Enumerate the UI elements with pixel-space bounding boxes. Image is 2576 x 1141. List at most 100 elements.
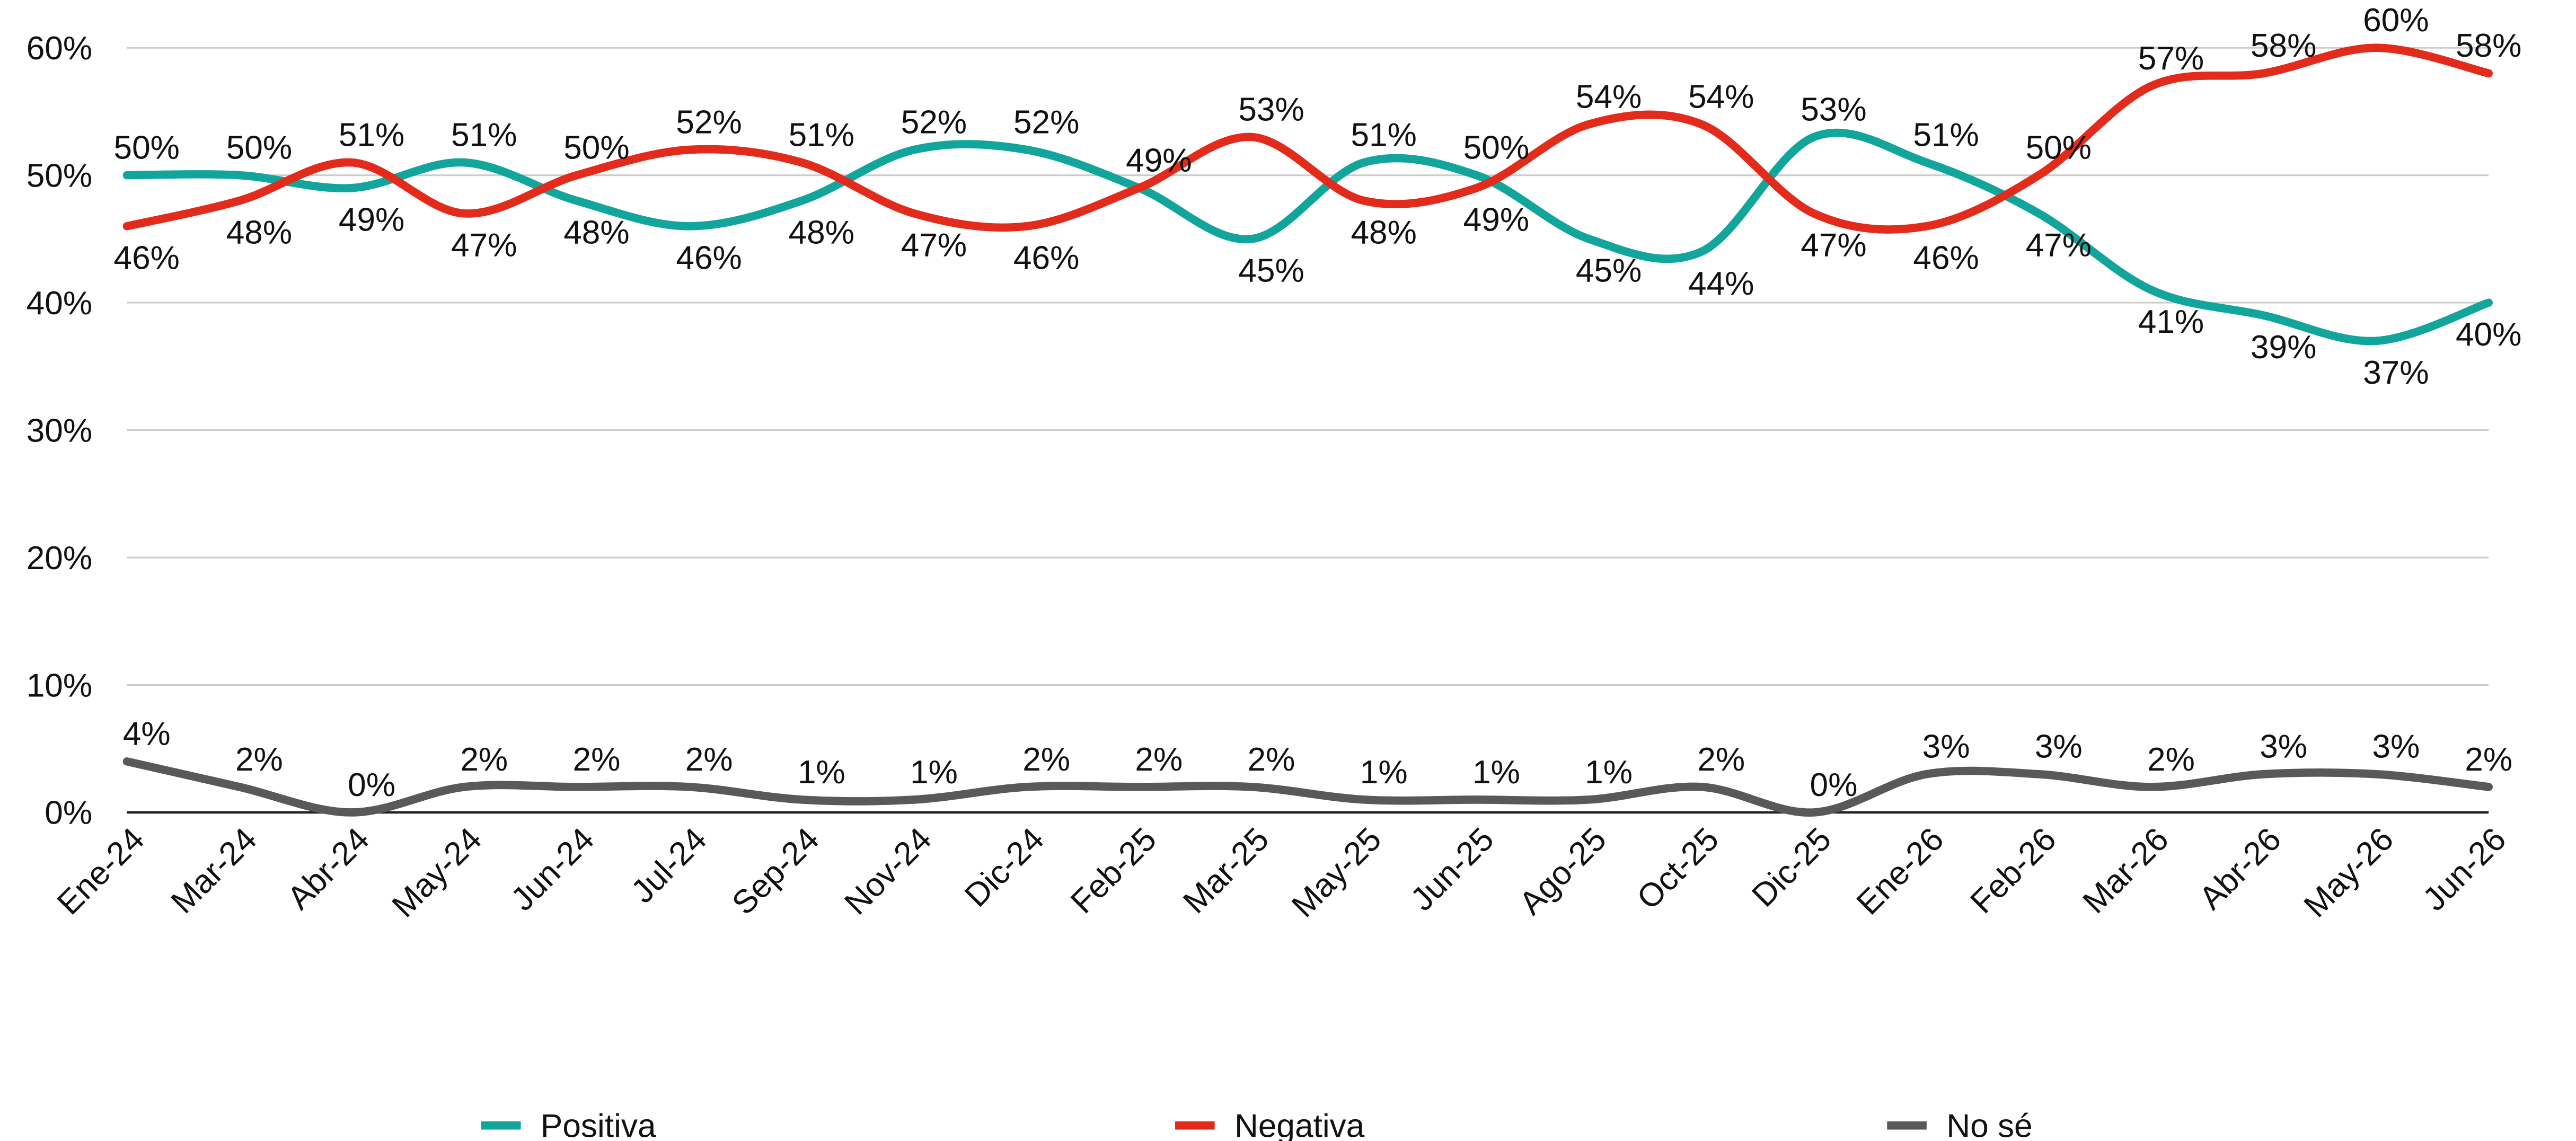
data-label: 47% bbox=[451, 227, 517, 264]
x-tick-label: Ago-25 bbox=[1512, 821, 1613, 922]
x-tick-label: Jun-25 bbox=[1404, 821, 1501, 918]
data-label: 46% bbox=[676, 240, 742, 277]
x-tick-label: Mar-25 bbox=[1176, 821, 1276, 921]
data-label: 52% bbox=[901, 104, 967, 140]
data-label: 50% bbox=[563, 130, 629, 166]
data-label: 3% bbox=[1922, 729, 1970, 765]
data-label: 44% bbox=[1688, 266, 1754, 302]
line-series bbox=[122, 757, 2493, 817]
x-tick-label: Nov-24 bbox=[837, 821, 939, 922]
data-label: 41% bbox=[2138, 304, 2204, 340]
data-label: 2% bbox=[685, 741, 733, 778]
data-label: 49% bbox=[1126, 143, 1192, 179]
x-tick-label: Jun-24 bbox=[504, 821, 601, 918]
legend-label: No sé bbox=[1946, 1108, 2032, 1141]
x-tick-label: Feb-25 bbox=[1064, 821, 1163, 921]
data-label: 1% bbox=[910, 754, 958, 791]
data-label: 2% bbox=[1135, 741, 1183, 778]
data-label: 51% bbox=[1351, 117, 1416, 154]
x-tick-label: Abr-24 bbox=[280, 821, 376, 917]
data-label: 48% bbox=[789, 215, 854, 251]
data-label: 51% bbox=[1913, 117, 1979, 154]
data-label: 46% bbox=[1013, 240, 1079, 277]
y-tick-label: 40% bbox=[27, 285, 92, 322]
data-label: 52% bbox=[1013, 104, 1079, 140]
data-label: 54% bbox=[1576, 78, 1642, 115]
data-label: 47% bbox=[2026, 227, 2092, 264]
line-series bbox=[122, 43, 2493, 234]
data-label: 1% bbox=[1360, 754, 1408, 791]
data-label: 1% bbox=[798, 754, 845, 791]
data-label: 45% bbox=[1576, 253, 1642, 289]
x-tick-label: Oct-25 bbox=[1630, 821, 1726, 917]
x-tick-label: Jul-24 bbox=[624, 821, 714, 910]
data-label: 50% bbox=[114, 130, 180, 166]
data-label: 45% bbox=[1238, 253, 1304, 289]
data-label: 2% bbox=[1248, 741, 1295, 778]
data-label: 3% bbox=[2372, 729, 2420, 765]
data-label: 48% bbox=[226, 215, 292, 251]
data-label: 2% bbox=[2147, 741, 2195, 778]
data-label: 47% bbox=[1801, 227, 1866, 264]
data-label: 2% bbox=[235, 741, 283, 778]
data-label: 48% bbox=[1351, 215, 1416, 251]
data-label: 50% bbox=[2026, 130, 2092, 166]
x-tick-label: Mar-26 bbox=[2076, 821, 2176, 921]
data-label: 58% bbox=[2251, 28, 2316, 64]
data-label: 58% bbox=[2456, 28, 2521, 64]
data-label: 48% bbox=[563, 215, 629, 251]
y-tick-label: 0% bbox=[45, 795, 92, 832]
x-tick-label: Dic-25 bbox=[1745, 821, 1838, 914]
y-tick-label: 60% bbox=[27, 30, 92, 67]
data-label: 51% bbox=[339, 117, 404, 154]
data-label: 0% bbox=[1810, 767, 1858, 803]
data-label: 46% bbox=[1913, 240, 1979, 277]
data-label: 2% bbox=[2465, 741, 2512, 778]
data-label: 39% bbox=[2251, 329, 2316, 366]
data-label: 1% bbox=[1585, 754, 1633, 791]
x-tick-label: Ene-26 bbox=[1850, 821, 1951, 922]
x-tick-label: May-24 bbox=[385, 821, 489, 924]
x-tick-label: Feb-26 bbox=[1964, 821, 2063, 921]
data-label: 51% bbox=[451, 117, 517, 154]
data-label: 57% bbox=[2138, 40, 2204, 77]
y-tick-label: 10% bbox=[27, 667, 92, 704]
data-label: 53% bbox=[1238, 91, 1304, 128]
data-label: 50% bbox=[226, 130, 292, 166]
data-label: 47% bbox=[901, 227, 967, 264]
data-label: 50% bbox=[1463, 130, 1529, 166]
data-label: 3% bbox=[2260, 729, 2307, 765]
data-label: 40% bbox=[2456, 316, 2521, 353]
y-tick-label: 50% bbox=[27, 157, 92, 194]
data-label: 2% bbox=[573, 741, 621, 778]
data-label: 49% bbox=[1126, 143, 1192, 179]
y-tick-label: 30% bbox=[27, 412, 92, 449]
data-label: 51% bbox=[789, 117, 854, 154]
data-label: 2% bbox=[1697, 741, 1745, 778]
data-label: 37% bbox=[2363, 355, 2429, 391]
x-tick-label: Jun-26 bbox=[2416, 821, 2513, 918]
data-label: 54% bbox=[1688, 78, 1754, 115]
data-label: 4% bbox=[123, 716, 171, 753]
data-label: 46% bbox=[114, 240, 180, 277]
data-label: 2% bbox=[460, 741, 508, 778]
x-tick-label: Mar-24 bbox=[164, 821, 264, 921]
data-label: 2% bbox=[1022, 741, 1070, 778]
legend-label: Negativa bbox=[1234, 1108, 1365, 1141]
data-label: 60% bbox=[2363, 2, 2429, 39]
data-label: 53% bbox=[1801, 91, 1866, 128]
y-tick-label: 20% bbox=[27, 540, 92, 577]
x-tick-label: Sep-24 bbox=[725, 821, 826, 922]
data-label: 0% bbox=[348, 767, 395, 803]
legend-label: Positiva bbox=[541, 1108, 656, 1141]
x-tick-label: Ene-24 bbox=[50, 821, 152, 922]
x-tick-label: May-25 bbox=[1285, 821, 1388, 924]
data-label: 1% bbox=[1472, 754, 1520, 791]
data-label: 49% bbox=[1463, 202, 1529, 238]
x-tick-label: Abr-26 bbox=[2192, 821, 2288, 917]
x-tick-label: Dic-24 bbox=[958, 821, 1051, 914]
data-label: 52% bbox=[676, 104, 742, 140]
x-tick-label: May-26 bbox=[2297, 821, 2401, 924]
